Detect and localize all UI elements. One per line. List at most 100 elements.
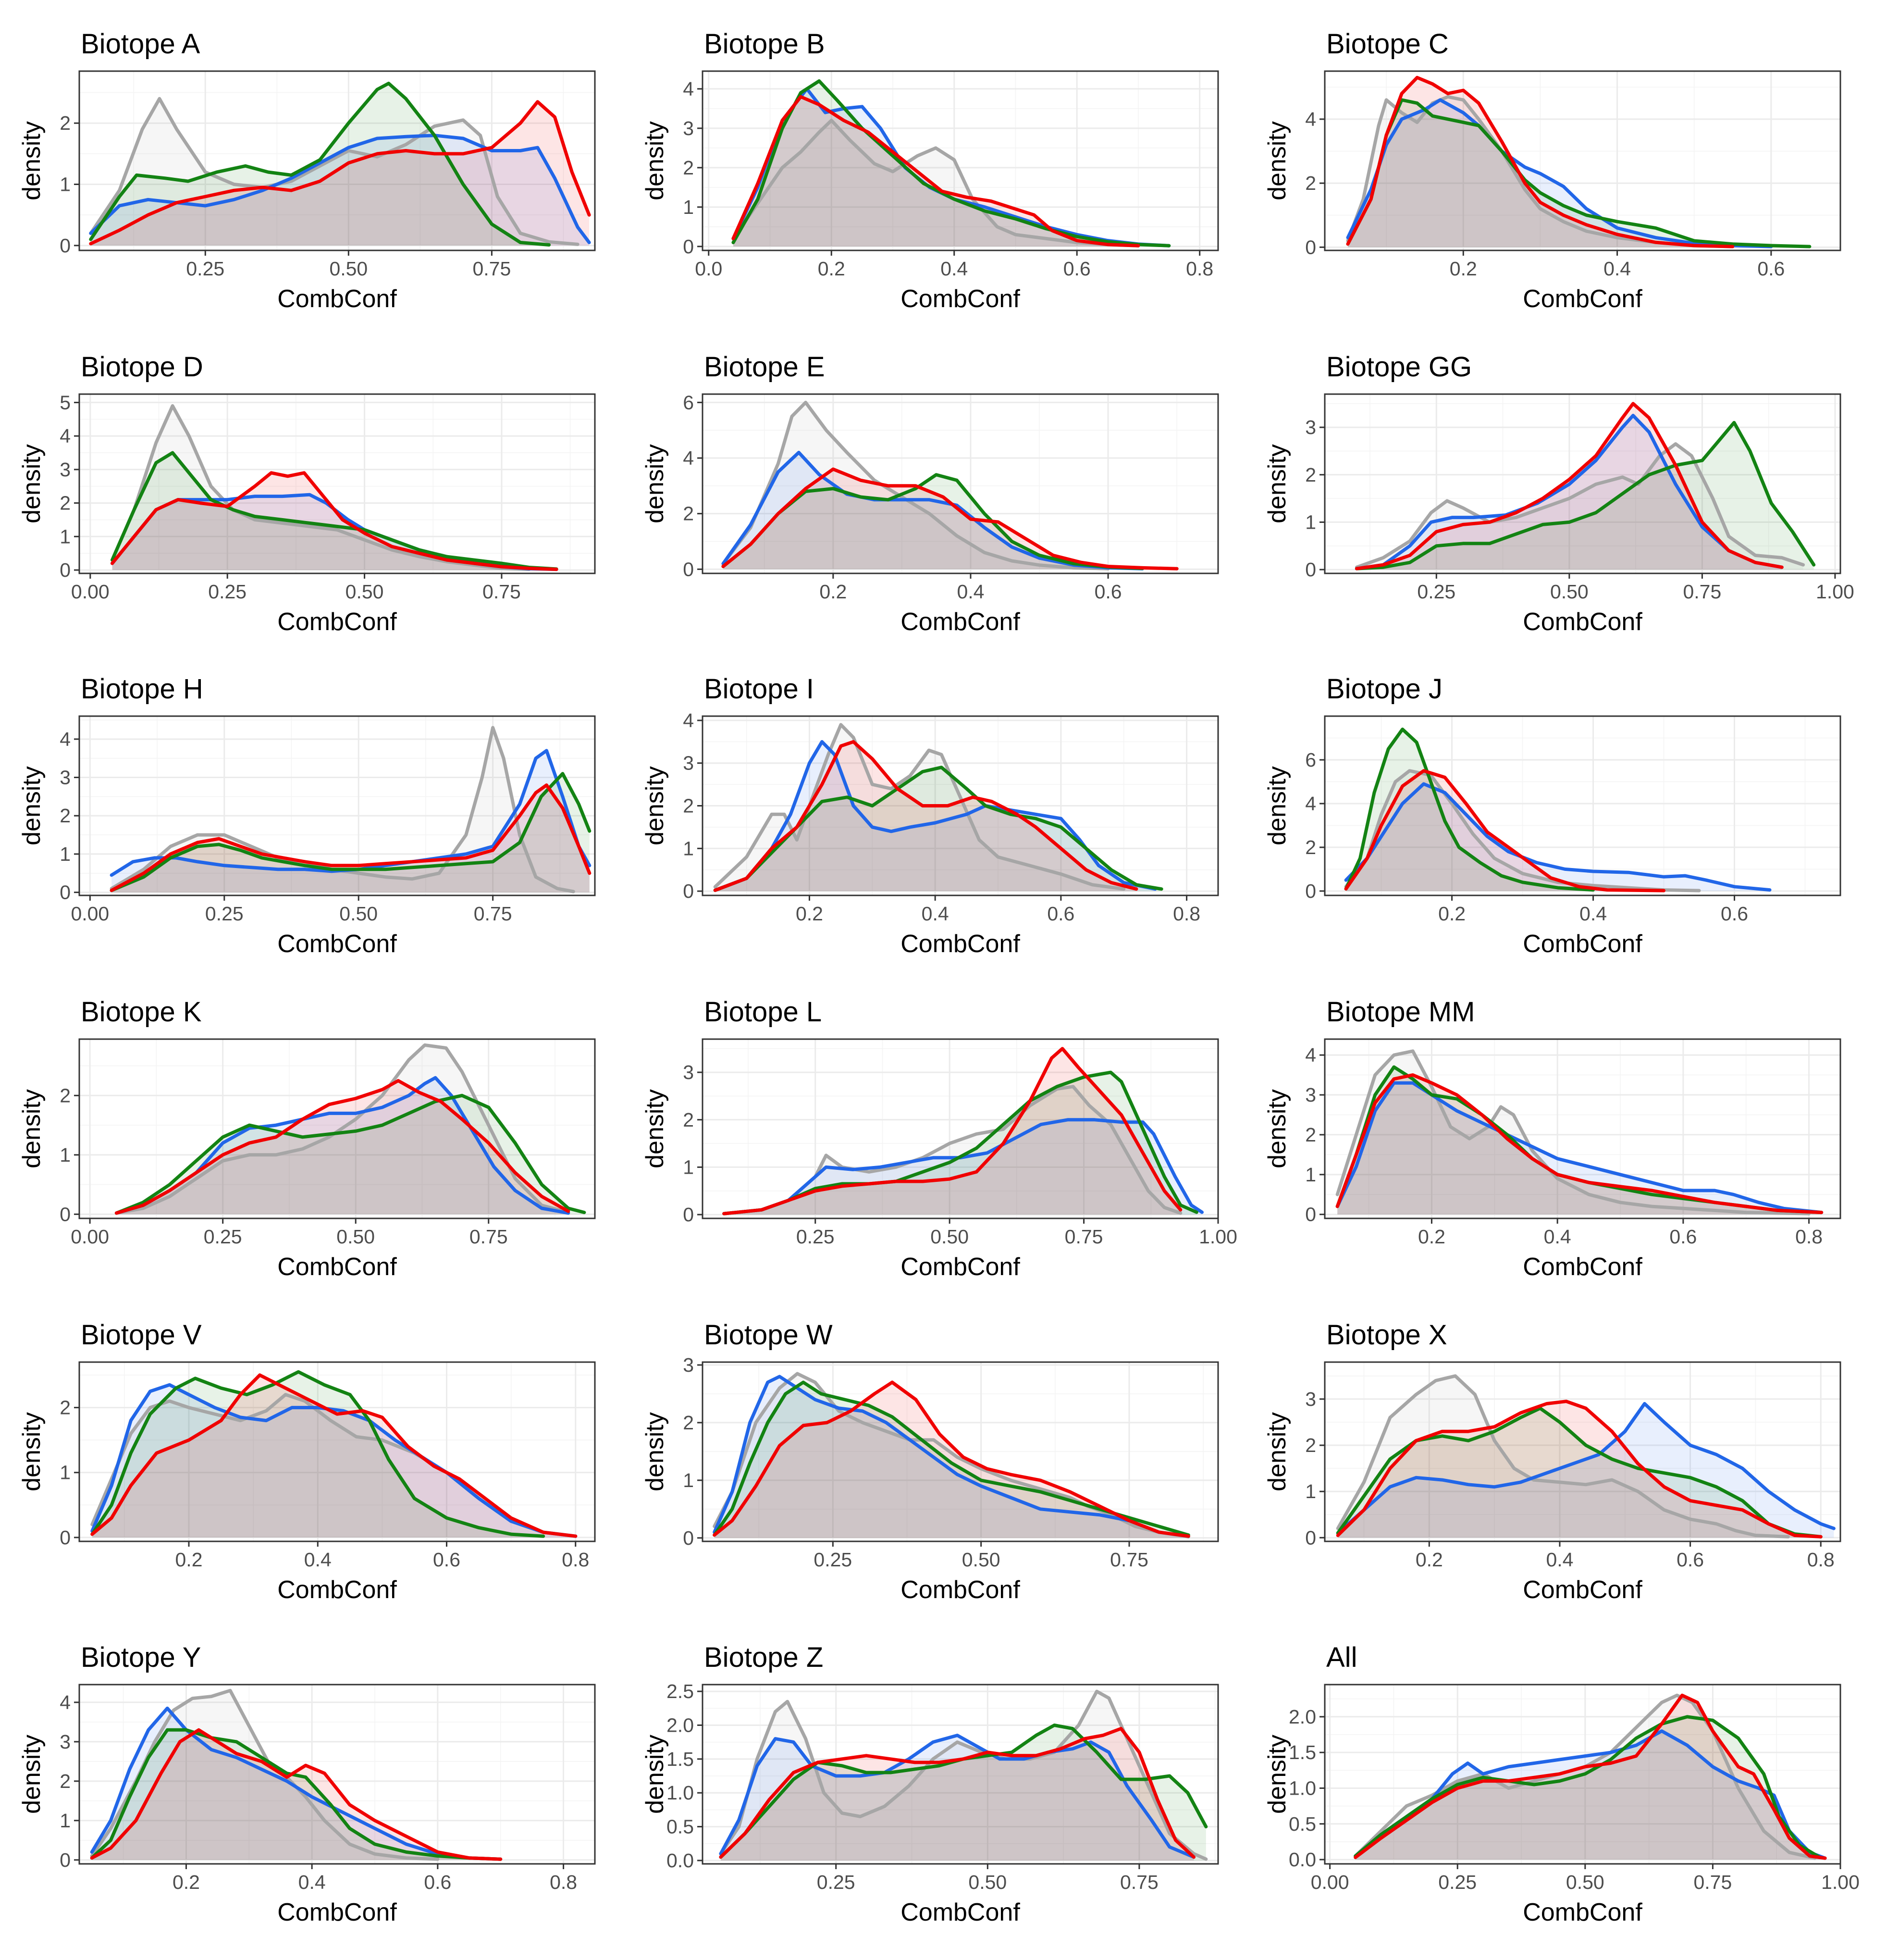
- y-axis-label: density: [18, 121, 46, 200]
- density-area-grey: [111, 727, 574, 893]
- density-area-grey: [1355, 1695, 1815, 1860]
- panel-border: [702, 1361, 1219, 1542]
- plot-background: [703, 1039, 1218, 1218]
- y-axis-label: density: [1263, 121, 1291, 200]
- density-line-grey: [731, 119, 1140, 248]
- x-tick-label: 0.75: [1693, 1871, 1732, 1893]
- y-tick-label: 4: [1305, 793, 1316, 815]
- panel-border: [702, 393, 1219, 574]
- density-area-red: [112, 472, 557, 570]
- y-tick-label: 0: [683, 1203, 694, 1226]
- x-axis-label: CombConf: [1523, 930, 1642, 958]
- x-tick-label: 0.75: [1683, 581, 1721, 603]
- x-tick-label: 0.75: [474, 903, 512, 925]
- x-tick-label: 0.6: [1721, 903, 1748, 925]
- y-tick-label: 1: [60, 1144, 71, 1166]
- x-axis-label: CombConf: [277, 1576, 397, 1604]
- panel-6: 0.25 0.50 0.75 1.00 0 1 2 3 Biotope GG CombConf de…: [1263, 351, 1854, 636]
- x-tick-label: 0.2: [1438, 903, 1466, 925]
- density-area-grey: [715, 724, 1124, 892]
- y-axis-label: density: [1263, 1412, 1291, 1491]
- x-tick-label: 0.0: [695, 258, 722, 280]
- density-area-red: [1346, 770, 1664, 891]
- x-tick-label: 0.25: [204, 1226, 242, 1248]
- y-tick-label: 0: [60, 1849, 71, 1871]
- density-line-blue: [90, 1706, 503, 1861]
- x-tick-label: 0.2: [173, 1871, 200, 1893]
- density-area-blue: [1346, 784, 1770, 891]
- panel-16: 0.2 0.4 0.6 0.8 0 1 2 3 4 Biotope Y CombConf densit…: [18, 1642, 596, 1926]
- x-tick-label: 0.6: [1095, 581, 1122, 603]
- y-tick-label: 0: [1305, 236, 1316, 258]
- panel-2: 0.0 0.2 0.4 0.6 0.8 0 1 2 3 4 Biotope B CombConf den…: [641, 28, 1219, 313]
- density-area-red: [90, 101, 590, 246]
- x-tick-label: 0.8: [1186, 258, 1213, 280]
- y-tick-label: 3: [683, 752, 694, 774]
- x-tick-label: 0.25: [208, 581, 247, 603]
- x-axis-label: CombConf: [900, 1253, 1020, 1281]
- plot-background: [1325, 716, 1840, 895]
- x-tick-label: 0.2: [1450, 258, 1477, 280]
- y-tick-label: 3: [60, 1731, 71, 1753]
- density-area-grey: [92, 1690, 438, 1860]
- y-tick-label: 0: [683, 880, 694, 902]
- panel-4: 0.00 0.25 0.50 0.75 0 1 2 3 4 5 Biotope D CombConf d…: [18, 351, 596, 636]
- y-tick-label: 1: [60, 525, 71, 547]
- panel-title: Biotope K: [81, 996, 202, 1028]
- x-tick-label: 0.50: [1550, 581, 1589, 603]
- y-tick-label: 0.0: [1289, 1848, 1316, 1871]
- y-tick-label: 0: [683, 558, 694, 580]
- y-tick-label: 2: [683, 1412, 694, 1434]
- x-tick-label: 0.50: [930, 1226, 969, 1248]
- density-line-grey: [713, 723, 1126, 891]
- density-area-green: [1337, 1067, 1822, 1215]
- x-axis-label: CombConf: [900, 608, 1020, 636]
- y-axis-label: density: [641, 1735, 669, 1814]
- y-tick-label: 0: [683, 236, 694, 258]
- density-area-red: [1356, 403, 1782, 570]
- panel-14: 0.25 0.50 0.75 0 1 2 3 Biotope W CombConf density: [641, 1319, 1219, 1604]
- density-area-blue: [1356, 415, 1782, 570]
- density-area-grey: [92, 1394, 576, 1538]
- x-axis-label: CombConf: [1523, 608, 1642, 636]
- panel-title: Biotope X: [1326, 1319, 1447, 1351]
- panel-border: [78, 393, 596, 574]
- density-area-green: [723, 474, 1143, 570]
- y-tick-label: 6: [683, 391, 694, 413]
- y-tick-label: 2: [683, 1109, 694, 1131]
- x-axis-label: CombConf: [1523, 1576, 1642, 1604]
- density-line-red: [1355, 402, 1784, 571]
- y-tick-label: 0: [1305, 880, 1316, 902]
- y-axis-label: density: [641, 1089, 669, 1168]
- x-tick-label: 0.6: [1757, 258, 1785, 280]
- density-area-grey: [1348, 97, 1733, 248]
- y-axis-label: density: [641, 444, 669, 523]
- y-tick-label: 2: [683, 503, 694, 525]
- density-area-green: [112, 453, 557, 570]
- panel-title: Biotope E: [704, 351, 825, 383]
- plot-background: [79, 1362, 595, 1541]
- y-tick-label: 3: [1305, 416, 1316, 438]
- x-axis-label: CombConf: [900, 1898, 1020, 1926]
- y-axis-label: density: [18, 766, 46, 845]
- density-line-blue: [1354, 1729, 1827, 1860]
- x-tick-label: 0.4: [304, 1549, 332, 1571]
- y-tick-label: 0.5: [666, 1816, 694, 1838]
- density-line-grey: [1344, 769, 1701, 893]
- density-line-blue: [1336, 1402, 1836, 1535]
- y-tick-label: 3: [1305, 1084, 1316, 1106]
- y-tick-label: 0: [60, 1526, 71, 1549]
- y-tick-label: 1.0: [1289, 1777, 1316, 1799]
- panel-border: [702, 1684, 1219, 1865]
- y-tick-label: 0: [60, 235, 71, 257]
- panel-1: 0.25 0.50 0.75 0 1 2 Biotope A CombConf density: [18, 28, 596, 313]
- panel-border: [1324, 1684, 1841, 1865]
- density-line-green: [722, 1070, 1198, 1216]
- panel-border: [1324, 393, 1841, 574]
- y-tick-label: 4: [60, 728, 71, 750]
- y-tick-label: 4: [683, 709, 694, 732]
- density-line-green: [1344, 727, 1595, 892]
- x-tick-label: 0.50: [329, 258, 368, 280]
- y-tick-label: 3: [60, 459, 71, 481]
- y-tick-label: 0: [1305, 558, 1316, 581]
